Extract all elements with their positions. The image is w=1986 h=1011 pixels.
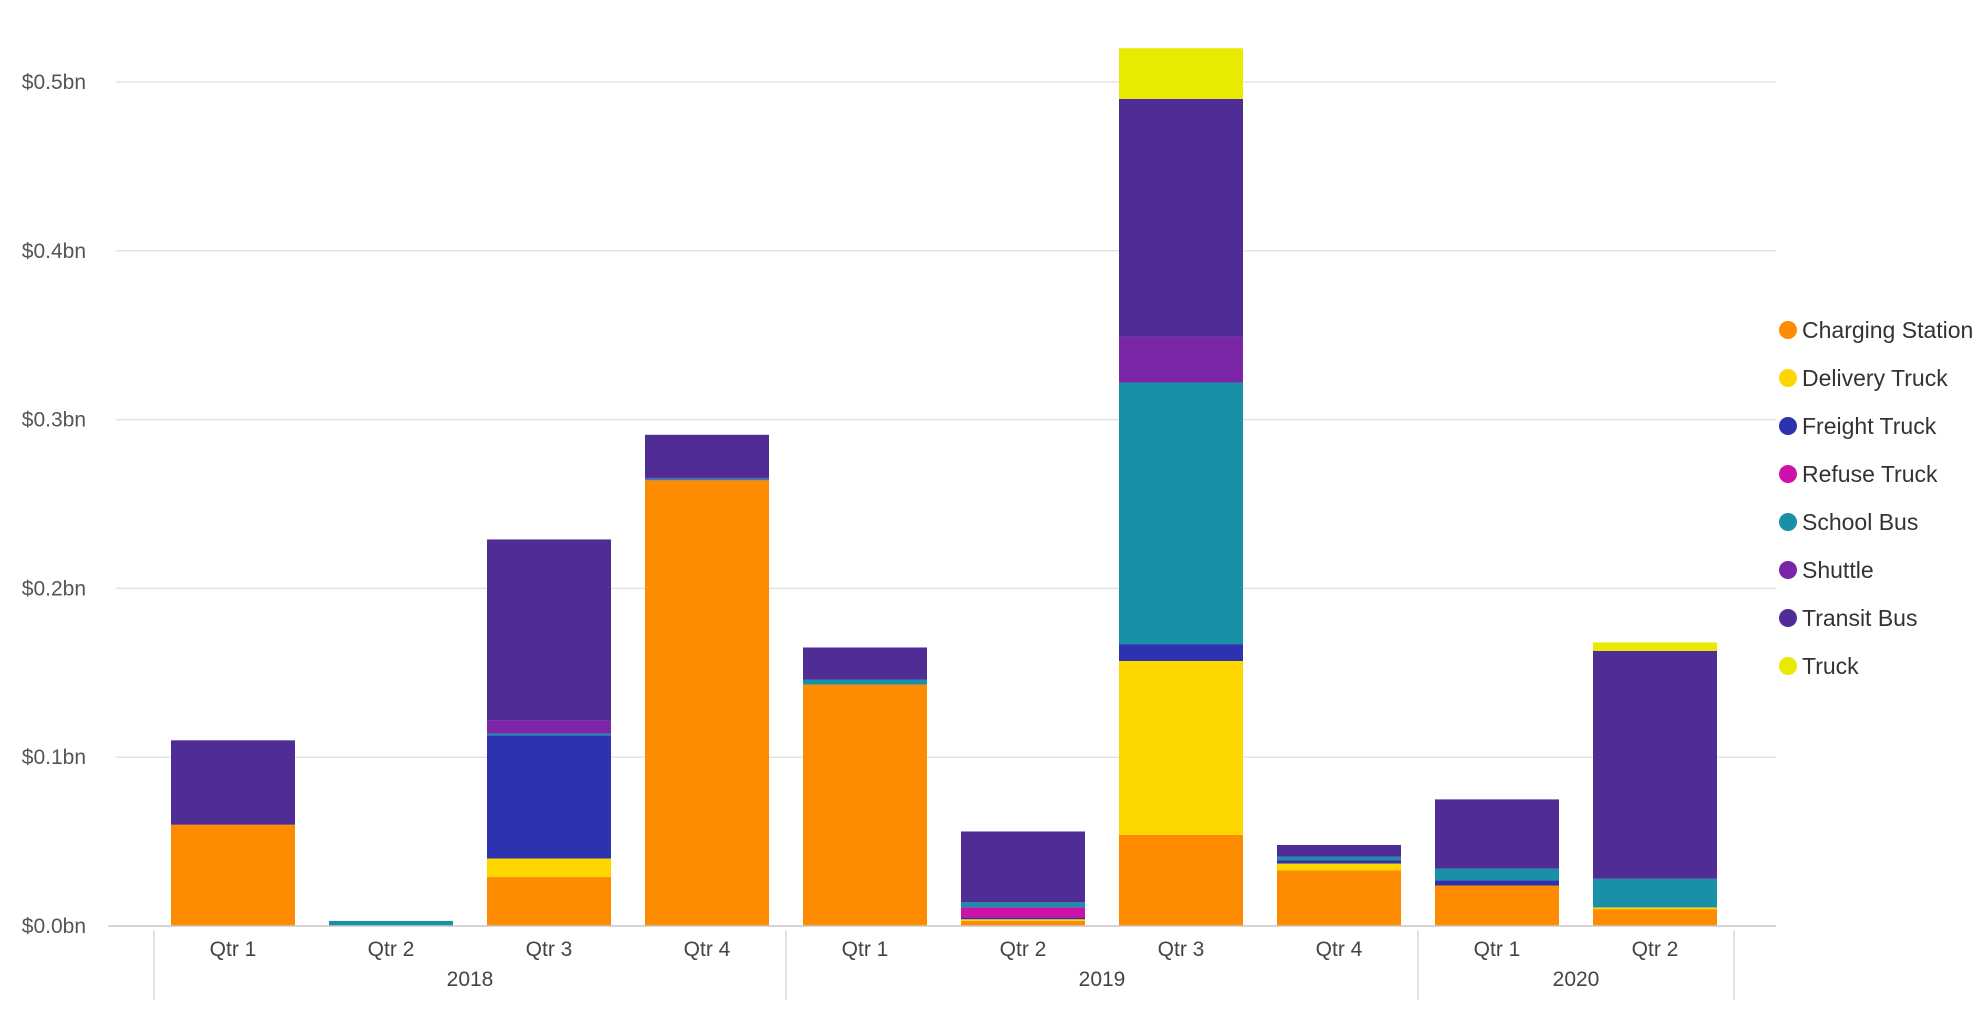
x-tick-label: Qtr 1 bbox=[842, 938, 889, 961]
legend-marker bbox=[1779, 609, 1797, 627]
bar-segment-delivery-truck[interactable] bbox=[1593, 907, 1717, 910]
legend-item-truck[interactable]: Truck bbox=[1779, 653, 1859, 679]
bar-segment-school-bus[interactable] bbox=[645, 478, 769, 481]
bar-segment-school-bus[interactable] bbox=[487, 733, 611, 736]
legend-marker bbox=[1779, 465, 1797, 483]
x-tick-label: Qtr 3 bbox=[526, 938, 573, 961]
x-tick-label: Qtr 2 bbox=[1632, 938, 1679, 961]
bar-segment-delivery-truck[interactable] bbox=[487, 858, 611, 878]
bar-segment-freight-truck[interactable] bbox=[961, 917, 1085, 920]
bar-segment-transit-bus[interactable] bbox=[1277, 844, 1401, 857]
bar-segment-charging-station[interactable] bbox=[645, 480, 769, 926]
bar-segment-transit-bus[interactable] bbox=[961, 831, 1085, 903]
legend-item-freight-truck[interactable]: Freight Truck bbox=[1779, 413, 1937, 439]
bar-segment-shuttle[interactable] bbox=[1119, 336, 1243, 383]
bar-segment-truck[interactable] bbox=[1593, 642, 1717, 651]
legend-item-school-bus[interactable]: School Bus bbox=[1779, 509, 1918, 535]
bar-segment-shuttle[interactable] bbox=[645, 476, 769, 479]
legend-item-charging-station[interactable]: Charging Station bbox=[1779, 317, 1973, 343]
bar-segment-transit-bus[interactable] bbox=[1119, 98, 1243, 337]
x-tick-label: Qtr 4 bbox=[684, 938, 731, 961]
bar-segment-charging-station[interactable] bbox=[803, 684, 927, 926]
legend-label: School Bus bbox=[1802, 509, 1918, 535]
bar-segment-charging-station[interactable] bbox=[961, 920, 1085, 926]
bar-segment-charging-station[interactable] bbox=[171, 824, 295, 926]
bar-segment-transit-bus[interactable] bbox=[1435, 799, 1559, 869]
legend-item-shuttle[interactable]: Shuttle bbox=[1779, 557, 1874, 583]
x-group-label: 2019 bbox=[1079, 968, 1126, 991]
bar-segment-charging-station[interactable] bbox=[1435, 885, 1559, 926]
y-tick-label: $0.0bn bbox=[22, 915, 86, 938]
bar-segment-school-bus[interactable] bbox=[1119, 382, 1243, 645]
bar-segment-school-bus[interactable] bbox=[1593, 878, 1717, 908]
bar-segment-transit-bus[interactable] bbox=[487, 539, 611, 721]
x-group-label: 2020 bbox=[1553, 968, 1600, 991]
bar-segment-school-bus[interactable] bbox=[961, 902, 1085, 908]
legend-item-transit-bus[interactable]: Transit Bus bbox=[1779, 605, 1917, 631]
bar-segment-shuttle[interactable] bbox=[487, 720, 611, 734]
legend-item-delivery-truck[interactable]: Delivery Truck bbox=[1779, 365, 1948, 391]
bar-segment-delivery-truck[interactable] bbox=[1277, 863, 1401, 871]
bar-segment-transit-bus[interactable] bbox=[171, 740, 295, 825]
bar-segment-school-bus[interactable] bbox=[329, 920, 453, 926]
legend-label: Freight Truck bbox=[1802, 413, 1937, 439]
x-tick-label: Qtr 4 bbox=[1316, 938, 1363, 961]
y-tick-label: $0.3bn bbox=[22, 409, 86, 432]
x-group-label: 2018 bbox=[447, 968, 494, 991]
axes: $0.0bn $0.1bn $0.2bn $0.3bn $0.4bn $0.5bn Qtr … bbox=[22, 71, 1776, 1000]
legend-label: Transit Bus bbox=[1802, 605, 1917, 631]
bars bbox=[171, 48, 1717, 926]
x-tick-label: Qtr 2 bbox=[368, 938, 415, 961]
bar-segment-truck[interactable] bbox=[1119, 48, 1243, 99]
bar-segment-refuse-truck[interactable] bbox=[961, 907, 1085, 918]
bar-segment-freight-truck[interactable] bbox=[1435, 880, 1559, 886]
bar-segment-transit-bus[interactable] bbox=[645, 434, 769, 477]
x-tick-label: Qtr 2 bbox=[1000, 938, 1047, 961]
bar-segment-school-bus[interactable] bbox=[1277, 856, 1401, 861]
y-tick-label: $0.4bn bbox=[22, 240, 86, 263]
gridlines bbox=[116, 81, 1776, 758]
bar-segment-charging-station[interactable] bbox=[1119, 834, 1243, 926]
legend-item-refuse-truck[interactable]: Refuse Truck bbox=[1779, 461, 1938, 487]
legend: Charging Station Delivery Truck Freight Tr… bbox=[1779, 317, 1973, 679]
legend-marker bbox=[1779, 417, 1797, 435]
bar-segment-delivery-truck[interactable] bbox=[1119, 660, 1243, 835]
legend-marker bbox=[1779, 513, 1797, 531]
y-tick-label: $0.1bn bbox=[22, 746, 86, 769]
legend-label: Refuse Truck bbox=[1802, 461, 1938, 487]
legend-marker bbox=[1779, 561, 1797, 579]
bar-segment-freight-truck[interactable] bbox=[1277, 860, 1401, 864]
y-tick-label: $0.5bn bbox=[22, 71, 86, 94]
x-tick-label: Qtr 1 bbox=[210, 938, 257, 961]
bar-segment-transit-bus[interactable] bbox=[1593, 650, 1717, 879]
y-tick-label: $0.2bn bbox=[22, 577, 86, 600]
legend-marker bbox=[1779, 657, 1797, 675]
bar-segment-charging-station[interactable] bbox=[1277, 870, 1401, 926]
bar-segment-school-bus[interactable] bbox=[803, 679, 927, 685]
legend-marker bbox=[1779, 369, 1797, 387]
legend-marker bbox=[1779, 321, 1797, 339]
legend-label: Delivery Truck bbox=[1802, 365, 1948, 391]
bar-segment-transit-bus[interactable] bbox=[803, 647, 927, 680]
bar-segment-delivery-truck[interactable] bbox=[961, 919, 1085, 921]
x-tick-label: Qtr 1 bbox=[1474, 938, 1521, 961]
bar-segment-freight-truck[interactable] bbox=[1119, 644, 1243, 661]
bar-segment-charging-station[interactable] bbox=[487, 877, 611, 926]
legend-label: Shuttle bbox=[1802, 557, 1874, 583]
x-tick-label: Qtr 3 bbox=[1158, 938, 1205, 961]
bar-segment-school-bus[interactable] bbox=[1435, 868, 1559, 881]
legend-label: Charging Station bbox=[1802, 317, 1973, 343]
bar-segment-freight-truck[interactable] bbox=[487, 735, 611, 859]
bar-segment-charging-station[interactable] bbox=[1593, 909, 1717, 926]
legend-label: Truck bbox=[1802, 653, 1859, 679]
